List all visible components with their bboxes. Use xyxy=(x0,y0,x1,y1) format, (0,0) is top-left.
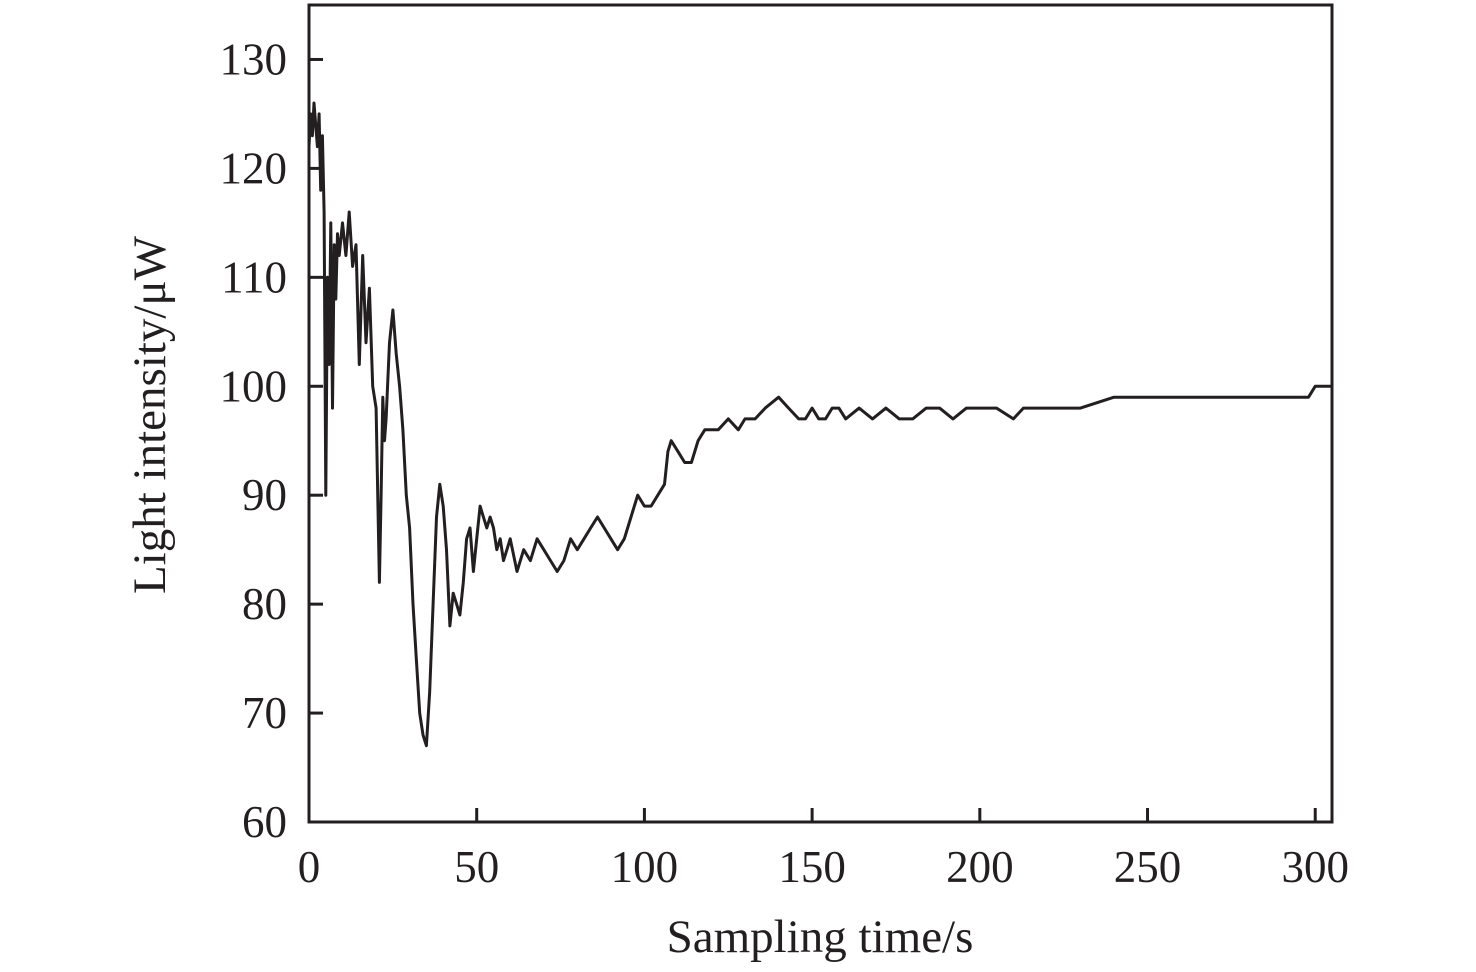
y-axis-ticks: 60 70 80 90 100 110 120 130 xyxy=(220,34,323,847)
x-axis-ticks: 0 50 100 150 200 250 300 xyxy=(298,808,1349,892)
y-tick-label: 70 xyxy=(242,688,287,738)
x-tick-label: 250 xyxy=(1114,842,1182,892)
series-line xyxy=(307,101,1332,748)
x-tick-label: 300 xyxy=(1281,842,1349,892)
series-layer xyxy=(307,101,1332,748)
y-tick-label: 60 xyxy=(242,797,287,847)
x-axis-title: Sampling time/s xyxy=(667,911,974,963)
x-tick-label: 200 xyxy=(946,842,1014,892)
x-tick-label: 50 xyxy=(454,842,499,892)
y-axis-title: Light intensity/μW xyxy=(124,235,176,594)
y-tick-label: 80 xyxy=(242,579,287,629)
y-tick-label: 90 xyxy=(242,470,287,520)
x-tick-label: 150 xyxy=(778,842,846,892)
y-tick-label: 120 xyxy=(220,143,288,193)
x-tick-label: 0 xyxy=(298,842,321,892)
plot-frame xyxy=(307,3,1334,824)
y-tick-label: 110 xyxy=(221,252,287,302)
y-tick-label: 100 xyxy=(220,361,288,411)
x-tick-label: 100 xyxy=(611,842,679,892)
y-tick-label: 130 xyxy=(220,34,288,84)
